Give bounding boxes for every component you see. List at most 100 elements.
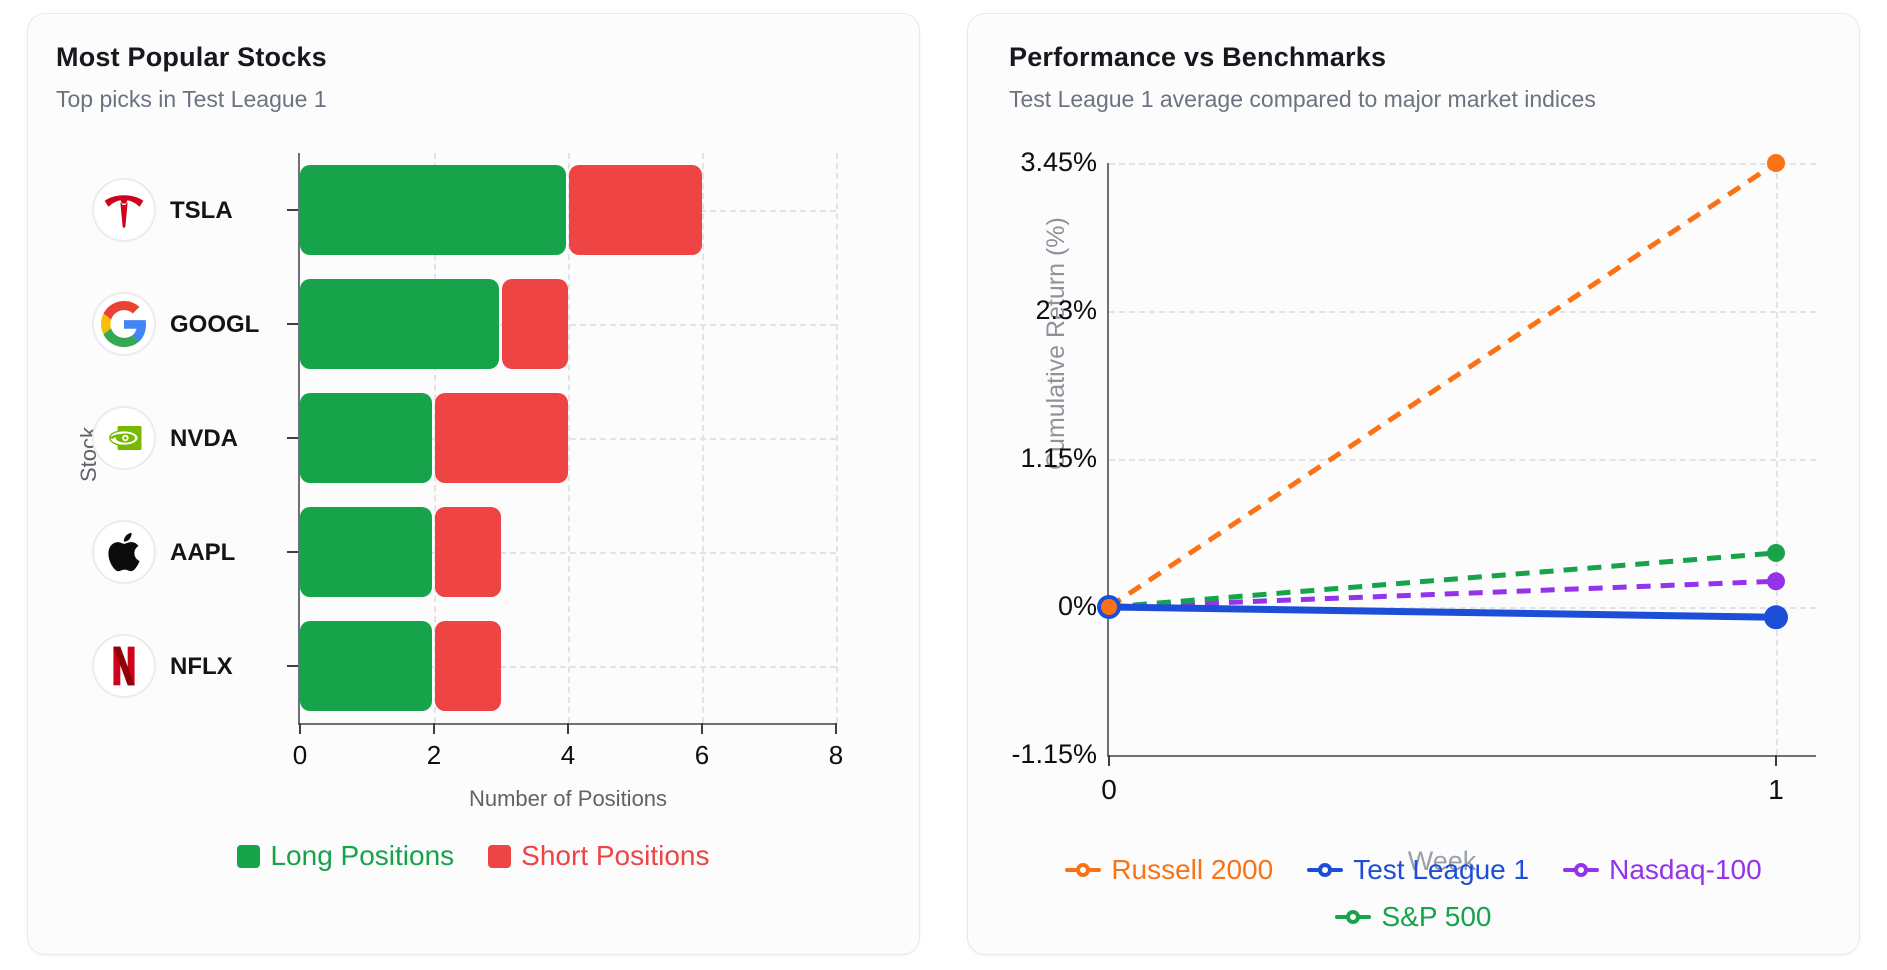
bar-chart-plot-area xyxy=(287,153,838,725)
x-axis-tick xyxy=(1108,755,1110,766)
horizontal-gridline xyxy=(1109,459,1816,461)
benchmark-lines xyxy=(1097,154,1788,630)
legend-label: Test League 1 xyxy=(1353,854,1530,885)
netflix-logo-icon xyxy=(92,634,156,698)
bar-short-nflx[interactable] xyxy=(435,621,501,711)
series-line-russell-2000 xyxy=(1107,160,1778,610)
stock-ticker-label: NVDA xyxy=(170,425,239,452)
data-point-test-league-1-week-1[interactable] xyxy=(1764,605,1788,630)
x-axis-tick xyxy=(433,723,435,734)
open-circle-icon xyxy=(1346,910,1361,924)
bar-long-aapl[interactable] xyxy=(300,507,432,597)
data-point-nasdaq-100-week-1[interactable] xyxy=(1767,572,1785,591)
stock-ticker-label: GOOGL xyxy=(170,311,260,338)
y-axis-tick-label: 2.3% xyxy=(1035,295,1097,325)
apple-logo-icon xyxy=(92,520,156,584)
vertical-gridline xyxy=(836,153,838,723)
bar-long-googl[interactable] xyxy=(300,279,499,369)
series-line-test-league-1 xyxy=(1108,603,1777,621)
nasdaq-100-line-marker-icon xyxy=(1563,863,1600,877)
legend-label: Nasdaq-100 xyxy=(1609,854,1762,885)
horizontal-gridline xyxy=(300,666,836,668)
y-axis-tick-label: 1.15% xyxy=(1020,443,1097,473)
horizontal-gridline xyxy=(300,438,836,440)
y-axis-tick-label: -1.15% xyxy=(1011,739,1097,769)
open-circle-icon xyxy=(1076,863,1091,877)
data-point-russell-2000-week-1[interactable] xyxy=(1767,154,1785,172)
stock-ticker-label: NFLX xyxy=(170,653,233,680)
open-circle-icon xyxy=(1574,863,1589,877)
bar-short-googl[interactable] xyxy=(502,279,568,369)
bar-long-tsla[interactable] xyxy=(300,165,566,255)
google-logo-icon xyxy=(92,292,156,356)
legend-item-test-league-1: Test League 1 xyxy=(1307,854,1529,886)
y-axis-tick xyxy=(287,209,298,211)
horizontal-gridline xyxy=(300,552,836,554)
x-axis-tick xyxy=(1775,755,1777,766)
most-popular-stocks-card: Most Popular Stocks Top picks in Test Le… xyxy=(27,13,920,955)
open-circle-icon xyxy=(1318,863,1333,877)
x-axis-tick-label: 6 xyxy=(694,740,710,770)
nvidia-logo-icon xyxy=(92,406,156,470)
bar-short-aapl[interactable] xyxy=(435,507,501,597)
s-p-500-line-marker-icon xyxy=(1335,910,1372,924)
x-axis-tick xyxy=(567,723,569,734)
y-axis-tick-label: 0% xyxy=(1057,591,1097,621)
bar-short-nvda[interactable] xyxy=(435,393,568,483)
bar-long-nflx[interactable] xyxy=(300,621,432,711)
card-title: Most Popular Stocks xyxy=(56,42,327,72)
data-point-russell-2000-week-0[interactable] xyxy=(1101,599,1117,615)
legend-item-s-p-500: S&P 500 xyxy=(1335,901,1492,933)
card-subtitle: Test League 1 average compared to major … xyxy=(1009,86,1596,112)
y-axis-line xyxy=(1107,163,1109,755)
bar-chart-legend: Long Positions Short Positions xyxy=(28,840,919,872)
x-axis-tick-label: 4 xyxy=(560,740,576,770)
bar-short-tsla[interactable] xyxy=(569,165,702,255)
y-axis-line xyxy=(298,153,300,723)
legend-label: Long Positions xyxy=(270,840,455,871)
y-axis-tick xyxy=(287,437,298,439)
legend-item-short-positions: Short Positions xyxy=(488,840,710,872)
x-axis-tick xyxy=(701,723,703,734)
legend-label: S&P 500 xyxy=(1381,901,1492,932)
x-axis-tick-label: 0 xyxy=(1101,774,1117,805)
tesla-logo-icon xyxy=(92,178,156,242)
x-axis-title: Number of Positions xyxy=(468,786,668,811)
performance-vs-benchmarks-card: Performance vs Benchmarks Test League 1 … xyxy=(967,13,1860,955)
card-title: Performance vs Benchmarks xyxy=(1009,42,1387,72)
x-axis-tick xyxy=(299,723,301,734)
stock-ticker-label: AAPL xyxy=(170,539,236,566)
data-point-s-p-500-week-1[interactable] xyxy=(1767,543,1785,562)
test-league-1-line-marker-icon xyxy=(1307,863,1344,877)
y-axis-tick xyxy=(287,665,298,667)
legend-item-long-positions: Long Positions xyxy=(237,840,454,872)
line-chart-plot-area xyxy=(1097,154,1816,757)
horizontal-gridline xyxy=(1109,311,1816,313)
bar-long-nvda[interactable] xyxy=(300,393,432,483)
line-chart-legend-row-1: Russell 2000 Test League 1 Nasdaq-100 xyxy=(968,854,1859,886)
russell-2000-line-marker-icon xyxy=(1065,863,1102,877)
horizontal-gridline xyxy=(1109,163,1816,165)
x-axis-tick-label: 1 xyxy=(1768,774,1784,805)
legend-label: Short Positions xyxy=(521,840,710,871)
vertical-gridline-week-1 xyxy=(1776,163,1778,755)
stock-ticker-label: TSLA xyxy=(170,197,233,224)
y-axis-tick xyxy=(287,551,298,553)
long-positions-swatch-icon xyxy=(237,844,261,868)
legend-item-russell-2000: Russell 2000 xyxy=(1065,854,1273,886)
x-axis-tick-label: 0 xyxy=(292,740,308,770)
legend-label: Russell 2000 xyxy=(1111,854,1274,885)
legend-item-nasdaq-100: Nasdaq-100 xyxy=(1563,854,1762,886)
y-axis-tick-label: 3.45% xyxy=(1020,147,1097,177)
x-axis-tick xyxy=(835,723,837,734)
card-subtitle: Top picks in Test League 1 xyxy=(56,86,327,112)
line-chart-legend-row-2: S&P 500 xyxy=(968,901,1859,933)
series-line-s-p-500 xyxy=(1108,550,1777,610)
x-axis-title: Week xyxy=(1407,846,1477,876)
horizontal-gridline xyxy=(1109,607,1816,609)
short-positions-swatch-icon xyxy=(488,844,512,868)
horizontal-gridline xyxy=(300,210,836,212)
y-axis-title: Cumulative Return (%) xyxy=(1042,217,1070,471)
x-axis-tick-label: 8 xyxy=(828,740,844,770)
